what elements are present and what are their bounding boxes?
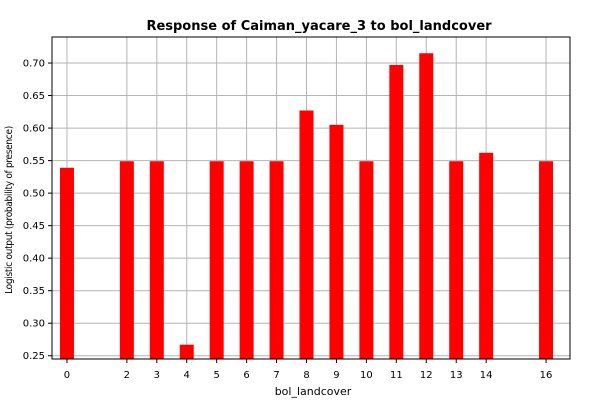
bars [59, 53, 554, 360]
x-tick-label: 6 [243, 370, 249, 381]
bar [329, 124, 344, 360]
bar [389, 64, 404, 360]
bar [359, 161, 374, 359]
bar [149, 161, 164, 359]
x-tick-label: 0 [64, 370, 70, 381]
bar [479, 152, 494, 359]
x-tick-label: 4 [184, 370, 190, 381]
y-tick-label: 0.55 [23, 156, 45, 167]
axis-ticks: 0.25 0.30 0.35 0.40 0.45 0.50 0.55 0.60 0.65 0.70… [23, 59, 553, 381]
plot-frame [51, 36, 571, 360]
bar [299, 110, 314, 359]
y-tick-label: 0.40 [23, 254, 45, 265]
bar [59, 167, 74, 359]
chart-title: Response of Caiman_yacare_3 to bol_landc… [146, 19, 492, 34]
x-tick-label: 13 [450, 370, 463, 381]
bar [119, 161, 134, 359]
x-tick-label: 10 [360, 370, 373, 381]
bar [539, 161, 554, 359]
y-tick-label: 0.25 [23, 351, 45, 362]
x-tick-label: 16 [540, 370, 553, 381]
bar [449, 161, 464, 359]
bar [269, 161, 284, 359]
y-tick-label: 0.45 [23, 221, 45, 232]
x-tick-label: 12 [420, 370, 433, 381]
x-tick-label: 14 [480, 370, 493, 381]
x-tick-label: 5 [213, 370, 219, 381]
y-tick-label: 0.65 [23, 91, 45, 102]
y-axis-label: Logistic output (probability of presence… [4, 126, 15, 294]
x-tick-label: 2 [124, 370, 130, 381]
bar [209, 161, 224, 359]
x-tick-label: 8 [303, 370, 309, 381]
bar [239, 161, 254, 359]
y-tick-label: 0.35 [23, 286, 45, 297]
y-tick-label: 0.50 [23, 189, 45, 200]
x-tick-label: 3 [154, 370, 160, 381]
bar [179, 344, 194, 359]
y-tick-label: 0.70 [23, 59, 45, 70]
x-tick-label: 7 [273, 370, 279, 381]
x-tick-label: 11 [390, 370, 403, 381]
x-tick-label: 9 [333, 370, 339, 381]
y-tick-label: 0.30 [23, 319, 45, 330]
x-axis-label: bol_landcover [275, 385, 352, 398]
bar [419, 53, 434, 359]
y-tick-label: 0.60 [23, 124, 45, 135]
